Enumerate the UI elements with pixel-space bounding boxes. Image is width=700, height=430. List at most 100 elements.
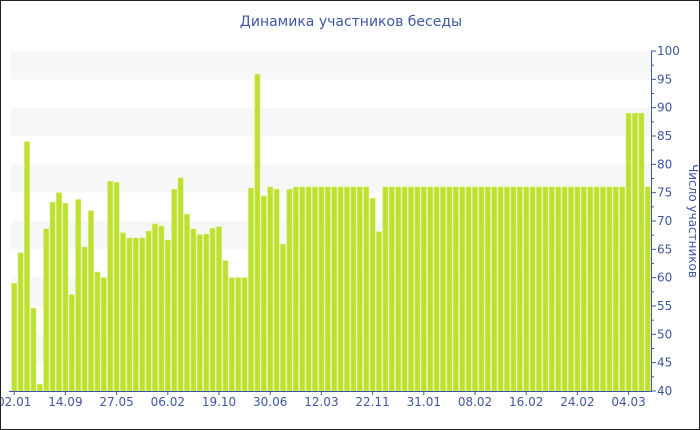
bar [344,186,350,392]
bar [593,186,600,392]
bar [158,225,165,392]
bar [331,186,338,392]
x-tick-label: 27.05 [99,395,133,409]
bar [318,186,325,392]
bar [11,283,18,392]
bar [644,186,651,392]
y-tick-label: 85 [657,129,672,143]
bar [177,177,184,392]
bar [420,186,427,392]
x-tick-label: 24.02 [560,395,594,409]
bar [24,141,30,392]
x-tick-label: 31.01 [407,395,441,409]
bar [228,277,235,392]
bar [196,234,203,392]
bar [190,228,197,392]
x-tick-label: 30.06 [253,395,287,409]
bar [17,252,24,392]
bar [369,198,376,392]
grid-band [11,277,651,306]
y-tick-label: 60 [657,271,672,285]
x-tick-label: 04.03 [611,395,645,409]
bar [606,186,613,392]
bar [459,186,466,392]
bar [440,186,446,392]
bar [164,239,171,392]
x-tick-label: 02.01 [1,395,31,409]
y-tick-label: 80 [657,157,672,171]
grid-band [11,51,651,80]
grid-band [11,107,651,136]
y-axis-label: Число участников [686,164,700,278]
x-tick-label: 12.03 [304,395,338,409]
bar [216,226,222,392]
grid-band [11,164,651,193]
bar [497,186,504,392]
bar [126,237,133,392]
bar [241,277,248,392]
bar [574,186,581,392]
bar [56,192,62,392]
y-tick-label: 45 [657,356,672,370]
bar [395,186,402,392]
bar [452,186,459,392]
bar [516,186,523,392]
bar [280,243,286,392]
bar [376,231,382,392]
bar [363,186,370,392]
bar [548,186,555,392]
bar [30,307,37,392]
bar [100,277,107,392]
bar [248,187,254,392]
bar [414,186,421,392]
bar [203,233,210,392]
bar [312,186,318,392]
y-tick-label: 55 [657,299,672,313]
bar [62,203,69,392]
bar [382,186,389,392]
bar [120,232,126,392]
bar [260,195,267,392]
y-tick-label: 50 [657,327,672,341]
y-tick-label: 90 [657,101,672,115]
bar [152,223,158,392]
bar [632,113,638,392]
bar [401,186,408,392]
bar [36,383,43,392]
y-tick-label: 65 [657,242,672,256]
bar [504,186,510,392]
bar [139,237,146,392]
bar [81,246,88,392]
x-tick-label: 22.11 [355,395,389,409]
y-tick-label: 95 [657,72,672,86]
bar [94,271,101,392]
bar [510,186,517,392]
bar [536,186,542,392]
y-tick-label: 100 [657,44,680,58]
bar [273,188,280,392]
chart-title: Динамика участников беседы [239,14,463,30]
bar [427,186,434,392]
bar [107,181,114,392]
bar [113,182,120,392]
bar [235,277,242,392]
x-tick-label: 14.09 [48,395,82,409]
bar [638,113,645,392]
x-tick-label: 08.02 [458,395,492,409]
bar [580,186,587,392]
bar [68,294,75,392]
bar [472,186,478,392]
bar [587,186,594,392]
bar [324,186,331,392]
bar [184,213,190,392]
x-tick-label: 19.10 [202,395,236,409]
bar [446,186,453,392]
bar [491,186,498,392]
bar [600,186,606,392]
bar [561,186,568,392]
bar [299,186,306,392]
bar [555,186,562,392]
bar [267,186,274,392]
